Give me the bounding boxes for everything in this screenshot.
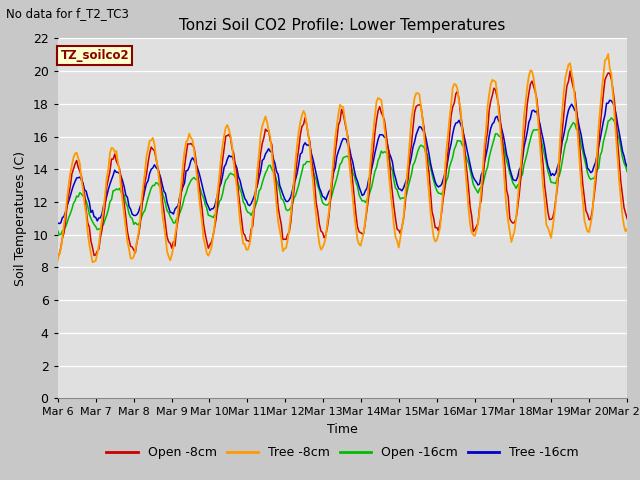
Y-axis label: Soil Temperatures (C): Soil Temperatures (C) [14,151,27,286]
Legend: Open -8cm, Tree -8cm, Open -16cm, Tree -16cm: Open -8cm, Tree -8cm, Open -16cm, Tree -… [101,441,584,464]
X-axis label: Time: Time [327,423,358,436]
Text: No data for f_T2_TC3: No data for f_T2_TC3 [6,7,129,20]
Title: Tonzi Soil CO2 Profile: Lower Temperatures: Tonzi Soil CO2 Profile: Lower Temperatur… [179,18,506,33]
Text: TZ_soilco2: TZ_soilco2 [60,49,129,62]
